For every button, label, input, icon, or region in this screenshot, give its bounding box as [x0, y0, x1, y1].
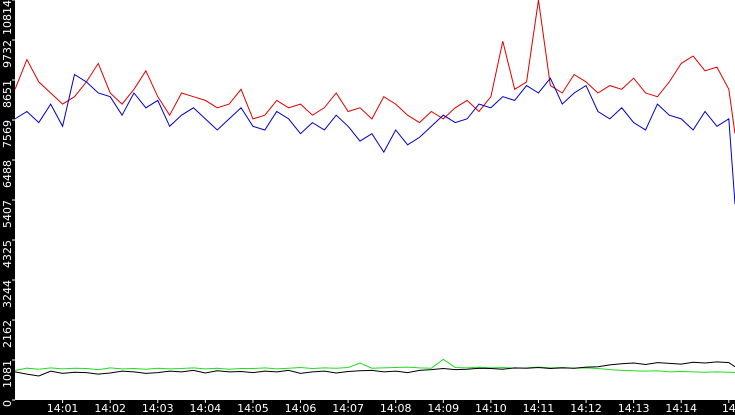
x-tick-label: 14:14 — [665, 402, 697, 415]
data-line — [14, 361, 735, 377]
y-tick-label: 4325 — [1, 240, 14, 268]
y-tick-label: 8651 — [1, 80, 14, 108]
x-tick-label: 14:07 — [332, 402, 364, 415]
x-tick-label: 14:11 — [523, 402, 555, 415]
y-tick-label: 7569 — [1, 120, 14, 148]
x-tick-label: 14:04 — [189, 402, 221, 415]
x-tick-label: 14:03 — [142, 402, 174, 415]
y-tick-label: 3244 — [1, 280, 14, 308]
data-line — [14, 358, 735, 374]
y-tick-label: 9732 — [1, 40, 14, 68]
x-tick-label: 14:10 — [475, 402, 507, 415]
x-tick-label: 14:13 — [618, 402, 650, 415]
x-tick-label: 14:02 — [94, 402, 126, 415]
x-axis-band — [0, 400, 735, 415]
x-tick-label: 14:09 — [427, 402, 459, 415]
x-tick-label: 14:05 — [237, 402, 269, 415]
x-tick-label: 14:08 — [380, 402, 412, 415]
x-tick-label: 14 — [722, 402, 735, 415]
x-tick-label: 14:12 — [570, 402, 602, 415]
x-tick-label: 14:06 — [285, 402, 317, 415]
y-tick-label: 2162 — [1, 320, 14, 348]
x-tick-label: 14:01 — [47, 402, 79, 415]
y-tick-label: 6488 — [1, 160, 14, 188]
y-tick-label: 0 — [1, 400, 14, 407]
y-tick-label: 1081 — [1, 360, 14, 388]
y-tick-label: 5407 — [1, 200, 14, 228]
data-line — [14, 0, 735, 134]
y-tick-label: 10814 — [1, 0, 14, 35]
data-line — [14, 73, 735, 204]
y-axis-band — [0, 0, 15, 415]
